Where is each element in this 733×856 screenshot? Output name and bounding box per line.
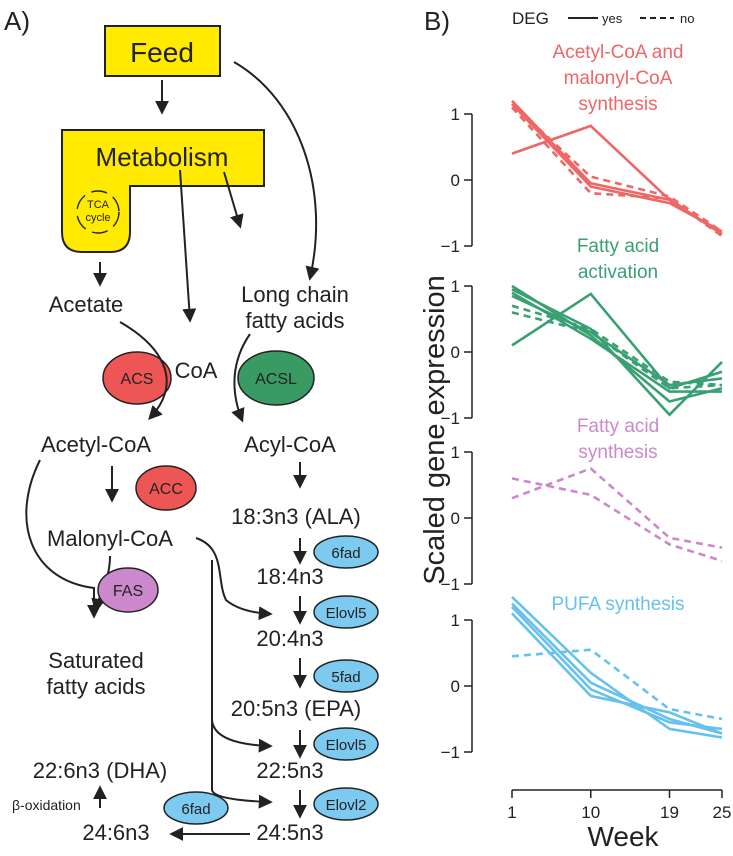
chart-title: Fatty acid xyxy=(577,416,659,437)
chart-title: malonyl-CoA xyxy=(564,68,673,89)
series-line-5 xyxy=(512,650,722,719)
series-line-1 xyxy=(512,597,722,738)
6fad-label-2: 6fad xyxy=(181,801,210,818)
chart-title: PUFA synthesis xyxy=(551,594,684,615)
feed-label: Feed xyxy=(130,37,194,68)
y-tick-label: 0 xyxy=(451,677,460,696)
chart-panel-3: 1 0 −1 Fatty acid synthesis xyxy=(441,416,722,594)
chart-panel-4: 1 0 −1 PUFA synthesis xyxy=(441,594,722,762)
lcfa-line2: fatty acids xyxy=(245,308,344,333)
fa-22-5-label: 22:5n3 xyxy=(256,758,323,783)
acetyl-coa-label: Acetyl-CoA xyxy=(41,432,151,457)
panel-b-label: B) xyxy=(424,6,450,36)
x-tick-label: 10 xyxy=(581,803,600,822)
legend-no-label: no xyxy=(680,11,694,26)
x-axis-label: Week xyxy=(587,821,659,852)
metabolism-label: Metabolism xyxy=(96,142,229,172)
chart-title: synthesis xyxy=(578,94,657,115)
beta-oxidation-label: β-oxidation xyxy=(12,797,81,813)
acs-label: ACS xyxy=(121,371,154,388)
series-line-1 xyxy=(512,294,722,388)
6fad-label-1: 6fad xyxy=(331,545,360,562)
series-line-6 xyxy=(512,306,722,385)
legend-yes-label: yes xyxy=(602,11,623,26)
y-axis-label: Scaled gene expression xyxy=(419,275,451,585)
chart-title: synthesis xyxy=(578,442,657,463)
y-tick-label: −1 xyxy=(441,743,460,762)
acsl-label: ACSL xyxy=(255,371,297,388)
acetate-label: Acetate xyxy=(49,292,124,317)
expression-panel: B) DEG yes no Scaled gene expression Wee… xyxy=(419,6,731,852)
lcfa-line1: Long chain xyxy=(241,282,349,307)
elovl5-label-2: Elovl5 xyxy=(326,737,367,754)
chart-panel-2: 1 0 −1 Fatty acid activation xyxy=(441,236,722,428)
pathway-diagram: A) Feed Metabolism TCA cycle Acetate Lon… xyxy=(4,6,378,845)
chart-panel-1: 1 0 −1 Acetyl-CoA and malonyl-CoA synthesis xyxy=(441,42,722,256)
fa-24-6-label: 24:6n3 xyxy=(82,820,149,845)
fa-24-5-label: 24:5n3 xyxy=(256,820,323,845)
series-line-2 xyxy=(512,478,722,561)
x-tick-label: 19 xyxy=(660,803,679,822)
arrow-metab-coa xyxy=(180,170,190,320)
epa-label: 20:5n3 (EPA) xyxy=(231,696,361,721)
fas-label: FAS xyxy=(113,583,143,600)
sfa-line2: fatty acids xyxy=(46,674,145,699)
y-tick-label: −1 xyxy=(441,409,460,428)
y-tick-label: −1 xyxy=(441,237,460,256)
tca-label: TCA xyxy=(87,199,110,211)
y-tick-label: 1 xyxy=(451,443,460,462)
elovl5-label-1: Elovl5 xyxy=(326,605,367,622)
series-line-5 xyxy=(512,296,722,385)
y-tick-label: −1 xyxy=(441,575,460,594)
y-tick-label: 0 xyxy=(451,509,460,528)
y-tick-label: 1 xyxy=(451,105,460,124)
fa-18-4-label: 18:4n3 xyxy=(256,564,323,589)
chart-title: Acetyl-CoA and xyxy=(553,42,684,63)
elovl2-label: Elovl2 xyxy=(326,797,367,814)
series-line-4 xyxy=(512,293,722,392)
sfa-line1: Saturated xyxy=(48,648,143,673)
series-line-4 xyxy=(512,607,722,729)
chart-title: activation xyxy=(578,262,658,283)
dha-label: 22:6n3 (DHA) xyxy=(33,758,168,783)
series-line-1 xyxy=(512,126,722,234)
y-tick-label: 0 xyxy=(451,171,460,190)
series-line-3 xyxy=(512,613,722,733)
chart-title: Fatty acid xyxy=(577,236,659,257)
coa-label: CoA xyxy=(175,358,218,383)
x-tick-label: 1 xyxy=(507,803,516,822)
ala-label: 18:3n3 (ALA) xyxy=(231,504,361,529)
series-line-1 xyxy=(512,469,722,548)
x-tick-label: 25 xyxy=(713,803,732,822)
panel-a-label: A) xyxy=(4,6,30,36)
legend-title: DEG xyxy=(512,9,549,28)
acyl-coa-label: Acyl-CoA xyxy=(244,432,336,457)
fa-20-4-label: 20:4n3 xyxy=(256,626,323,651)
y-tick-label: 0 xyxy=(451,343,460,362)
y-tick-label: 1 xyxy=(451,277,460,296)
y-tick-label: 1 xyxy=(451,611,460,630)
cycle-label: cycle xyxy=(85,212,110,224)
acc-label: ACC xyxy=(149,481,183,498)
malonyl-coa-label: Malonyl-CoA xyxy=(47,526,173,551)
series-line-5 xyxy=(512,107,722,236)
5fad-label: 5fad xyxy=(331,669,360,686)
